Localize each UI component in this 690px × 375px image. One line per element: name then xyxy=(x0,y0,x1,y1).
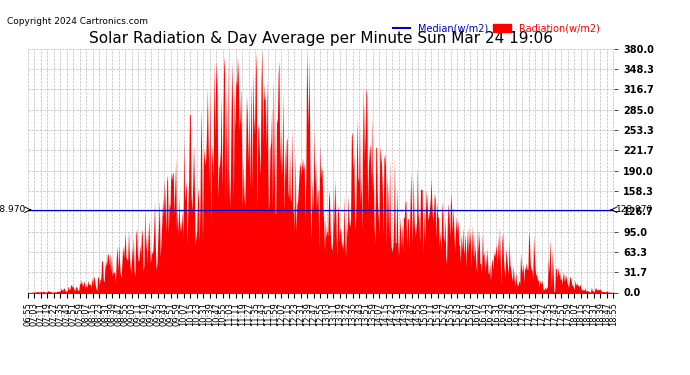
Text: 128.970: 128.970 xyxy=(615,205,653,214)
Legend: Median(w/m2), Radiation(w/m2): Median(w/m2), Radiation(w/m2) xyxy=(389,20,603,37)
Title: Solar Radiation & Day Average per Minute Sun Mar 24 19:06: Solar Radiation & Day Average per Minute… xyxy=(89,31,553,46)
Text: 128.970: 128.970 xyxy=(0,205,26,214)
Text: Copyright 2024 Cartronics.com: Copyright 2024 Cartronics.com xyxy=(7,17,148,26)
